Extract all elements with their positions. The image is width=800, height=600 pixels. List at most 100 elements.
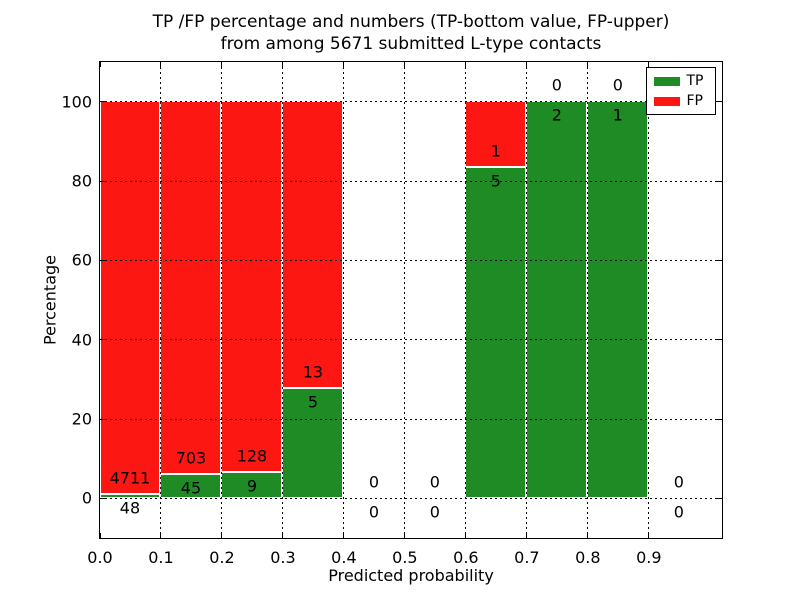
x-gridline bbox=[282, 61, 284, 538]
x-gridline bbox=[648, 61, 650, 538]
x-gridline bbox=[221, 61, 223, 538]
y-tick-mark bbox=[99, 418, 105, 420]
tp-count-label: 5 bbox=[307, 392, 319, 412]
x-axis-label: Predicted probability bbox=[328, 566, 494, 585]
y-tick-label: 80 bbox=[71, 171, 92, 191]
chart-title: TP /FP percentage and numbers (TP-bottom… bbox=[100, 11, 722, 55]
bar-labels-layer: 4711 48 703 45 128 9 13 5 0 0 0 0 1 5 0 2 0 1 0 0 bbox=[100, 62, 722, 538]
x-tick-mark bbox=[587, 532, 589, 538]
tp-count-label: 5 bbox=[490, 171, 501, 191]
x-tick-mark bbox=[99, 61, 101, 67]
legend-label: FP bbox=[686, 92, 704, 109]
y-tick-label: 60 bbox=[71, 250, 92, 270]
legend-item-tp: TP bbox=[653, 72, 708, 89]
x-tick-mark bbox=[404, 61, 406, 67]
x-tick-mark bbox=[343, 61, 345, 67]
fp-count-label: 0 bbox=[551, 75, 562, 95]
y-tick-label: 100 bbox=[61, 92, 92, 112]
x-gridline bbox=[526, 61, 528, 538]
x-tick-mark bbox=[343, 532, 345, 538]
y-tick-label: 40 bbox=[71, 330, 92, 350]
x-tick-mark bbox=[282, 532, 284, 538]
tp-count-label: 0 bbox=[429, 502, 440, 522]
x-gridline bbox=[465, 61, 467, 538]
bar-segment-fp bbox=[99, 101, 161, 494]
bar-segment-fp bbox=[160, 101, 222, 474]
x-tick-mark bbox=[648, 532, 650, 538]
x-gridline bbox=[404, 61, 406, 538]
x-tick-mark bbox=[221, 532, 223, 538]
fp-count-label: 128 bbox=[236, 446, 268, 466]
fp-count-label: 4711 bbox=[109, 468, 151, 488]
x-tick-mark bbox=[160, 532, 162, 538]
legend: TP FP bbox=[645, 66, 716, 115]
x-tick-mark bbox=[221, 61, 223, 67]
y-tick-mark bbox=[99, 101, 105, 103]
x-tick-mark bbox=[282, 61, 284, 67]
bar-segment-tp bbox=[99, 493, 161, 498]
grid-layer bbox=[99, 61, 722, 538]
y-tick-mark bbox=[99, 259, 105, 261]
y-tick-mark bbox=[99, 497, 105, 499]
x-tick-mark bbox=[465, 532, 467, 538]
bar-segment-fp bbox=[465, 101, 527, 168]
x-gridline bbox=[587, 61, 589, 538]
x-tick-label: 0.1 bbox=[148, 548, 174, 567]
x-tick-mark bbox=[587, 61, 589, 67]
y-tick-mark bbox=[716, 259, 722, 261]
legend-label: TP bbox=[686, 72, 704, 89]
x-tick-label: 0.9 bbox=[636, 548, 662, 567]
y-gridline bbox=[99, 497, 722, 499]
fp-count-label: 0 bbox=[612, 75, 623, 95]
y-tick-mark bbox=[99, 339, 105, 341]
y-gridline bbox=[99, 180, 722, 182]
fp-count-label: 703 bbox=[175, 448, 207, 468]
bar-segment-tp bbox=[526, 101, 588, 498]
x-tick-label: 0.3 bbox=[270, 548, 296, 567]
legend-tp-swatch-icon bbox=[653, 76, 680, 86]
y-gridline bbox=[99, 418, 722, 420]
fp-count-label: 0 bbox=[429, 472, 440, 492]
tp-count-label: 48 bbox=[119, 498, 141, 518]
x-tick-mark bbox=[526, 532, 528, 538]
tp-count-label: 2 bbox=[551, 105, 562, 125]
y-tick-label: 20 bbox=[71, 409, 92, 429]
chart-title-line1: TP /FP percentage and numbers (TP-bottom… bbox=[152, 12, 670, 32]
x-tick-label: 0.5 bbox=[392, 548, 418, 567]
tp-count-label: 0 bbox=[673, 502, 684, 522]
x-tick-label: 0.0 bbox=[87, 548, 113, 567]
fp-count-label: 0 bbox=[673, 472, 684, 492]
legend-item-fp: FP bbox=[653, 92, 708, 109]
y-tick-mark bbox=[716, 497, 722, 499]
x-gridline bbox=[160, 61, 162, 538]
y-tick-mark bbox=[716, 418, 722, 420]
x-tick-mark bbox=[648, 61, 650, 67]
x-tick-label: 0.7 bbox=[514, 548, 540, 567]
ticks-layer bbox=[99, 61, 722, 538]
x-tick-mark bbox=[526, 61, 528, 67]
x-tick-mark bbox=[465, 61, 467, 67]
tp-count-label: 1 bbox=[612, 105, 623, 125]
chart-title-line2: from among 5671 submitted L-type contact… bbox=[220, 34, 602, 54]
y-gridline bbox=[99, 101, 722, 103]
plot-area: 4711 48 703 45 128 9 13 5 0 0 0 0 1 5 0 2 0 1 0 0 TP FP bbox=[98, 60, 723, 539]
y-tick-mark bbox=[716, 180, 722, 182]
tp-count-label: 45 bbox=[180, 478, 202, 498]
y-gridline bbox=[99, 259, 722, 261]
x-tick-mark bbox=[404, 532, 406, 538]
x-tick-mark bbox=[99, 532, 101, 538]
x-tick-label: 0.6 bbox=[453, 548, 479, 567]
x-tick-label: 0.4 bbox=[331, 548, 357, 567]
y-gridline bbox=[99, 339, 722, 341]
fp-count-label: 0 bbox=[368, 472, 379, 492]
y-tick-mark bbox=[716, 339, 722, 341]
y-tick-label: 0 bbox=[81, 488, 92, 508]
x-gridline bbox=[343, 61, 345, 538]
bars-layer bbox=[99, 62, 722, 538]
x-tick-label: 0.8 bbox=[575, 548, 601, 567]
legend-fp-swatch-icon bbox=[653, 96, 680, 106]
fp-count-label: 13 bbox=[302, 362, 324, 382]
fp-count-label: 1 bbox=[490, 141, 501, 161]
x-tick-mark bbox=[160, 61, 162, 67]
